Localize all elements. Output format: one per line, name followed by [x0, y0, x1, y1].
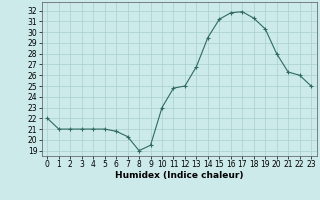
X-axis label: Humidex (Indice chaleur): Humidex (Indice chaleur)	[115, 171, 244, 180]
